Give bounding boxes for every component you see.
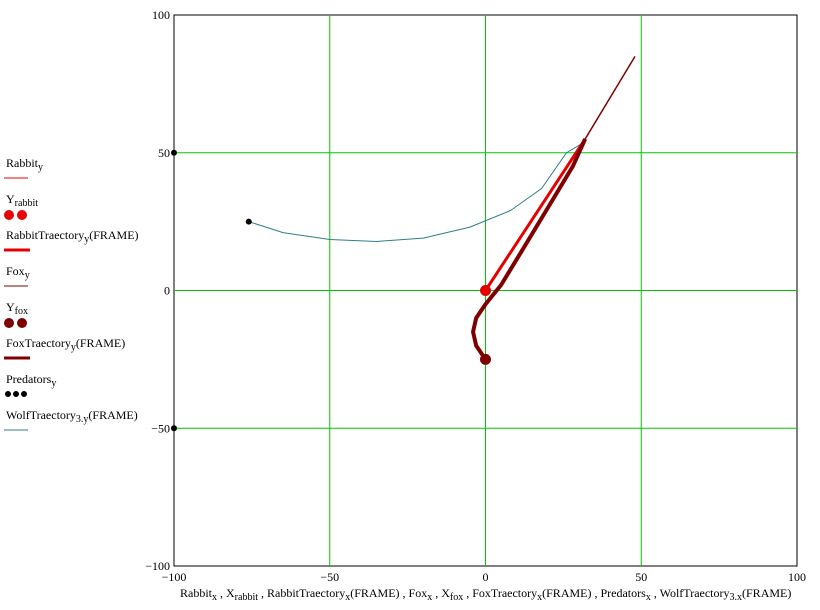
legend-item-fox-traectory: FoxTraectoryy(FRAME): [4, 330, 174, 366]
legend-item-y-rabbit: Yrabbit: [4, 186, 174, 222]
legend-swatch-fox-traectory: [4, 356, 30, 360]
legend-item-fox-y: Foxy: [4, 258, 174, 294]
y-tick-label: 0: [164, 284, 170, 298]
x-tick-label: 0: [483, 570, 489, 584]
fox-point: [480, 353, 491, 365]
legend-swatch-fox-line: [4, 285, 28, 287]
fox-traectory-line: [471, 138, 588, 361]
legend-swatch-fox-dots: [4, 318, 27, 328]
y-tick-label: 50: [158, 146, 170, 160]
legend-swatch-wolf-line: [4, 429, 28, 431]
legend-item-y-fox: Yfox: [4, 294, 174, 330]
predator-point: [245, 218, 252, 225]
y-tick-label: −100: [145, 559, 170, 573]
legend-swatch-predator-dots: [5, 391, 27, 397]
y-tick-label: −50: [151, 421, 170, 435]
rabbit-traectory-line: [484, 138, 587, 292]
legend-swatch-rabbit-line: [4, 177, 28, 179]
x-tick-label: 50: [635, 570, 647, 584]
x-axis-label: Rabbitx , Xrabbit , RabbitTraectoryx(FRA…: [180, 586, 792, 603]
wolf-traectory-line: [248, 141, 586, 242]
legend-swatch-rabbit-traectory: [4, 248, 30, 252]
legend: Rabbity Yrabbit RabbitTraectoryy(FRAME) …: [4, 150, 174, 438]
x-tick-label: 100: [788, 570, 806, 584]
x-tick-label: −100: [162, 570, 187, 584]
predator-point: [171, 149, 177, 156]
legend-swatch-rabbit-dots: [4, 210, 27, 220]
legend-item-predators-y: Predatorsy: [4, 366, 174, 402]
y-tick-label: 100: [152, 8, 170, 22]
legend-item-rabbit-y: Rabbity: [4, 150, 174, 186]
legend-item-wolf-traectory: WolfTraectory3.y(FRAME): [4, 402, 174, 438]
legend-item-rabbit-traectory: RabbitTraectoryy(FRAME): [4, 222, 174, 258]
predator-point: [171, 425, 177, 432]
rabbit-point: [480, 285, 491, 296]
rabbit-traectory-tail: [584, 55, 636, 140]
x-tick-label: −50: [320, 570, 339, 584]
